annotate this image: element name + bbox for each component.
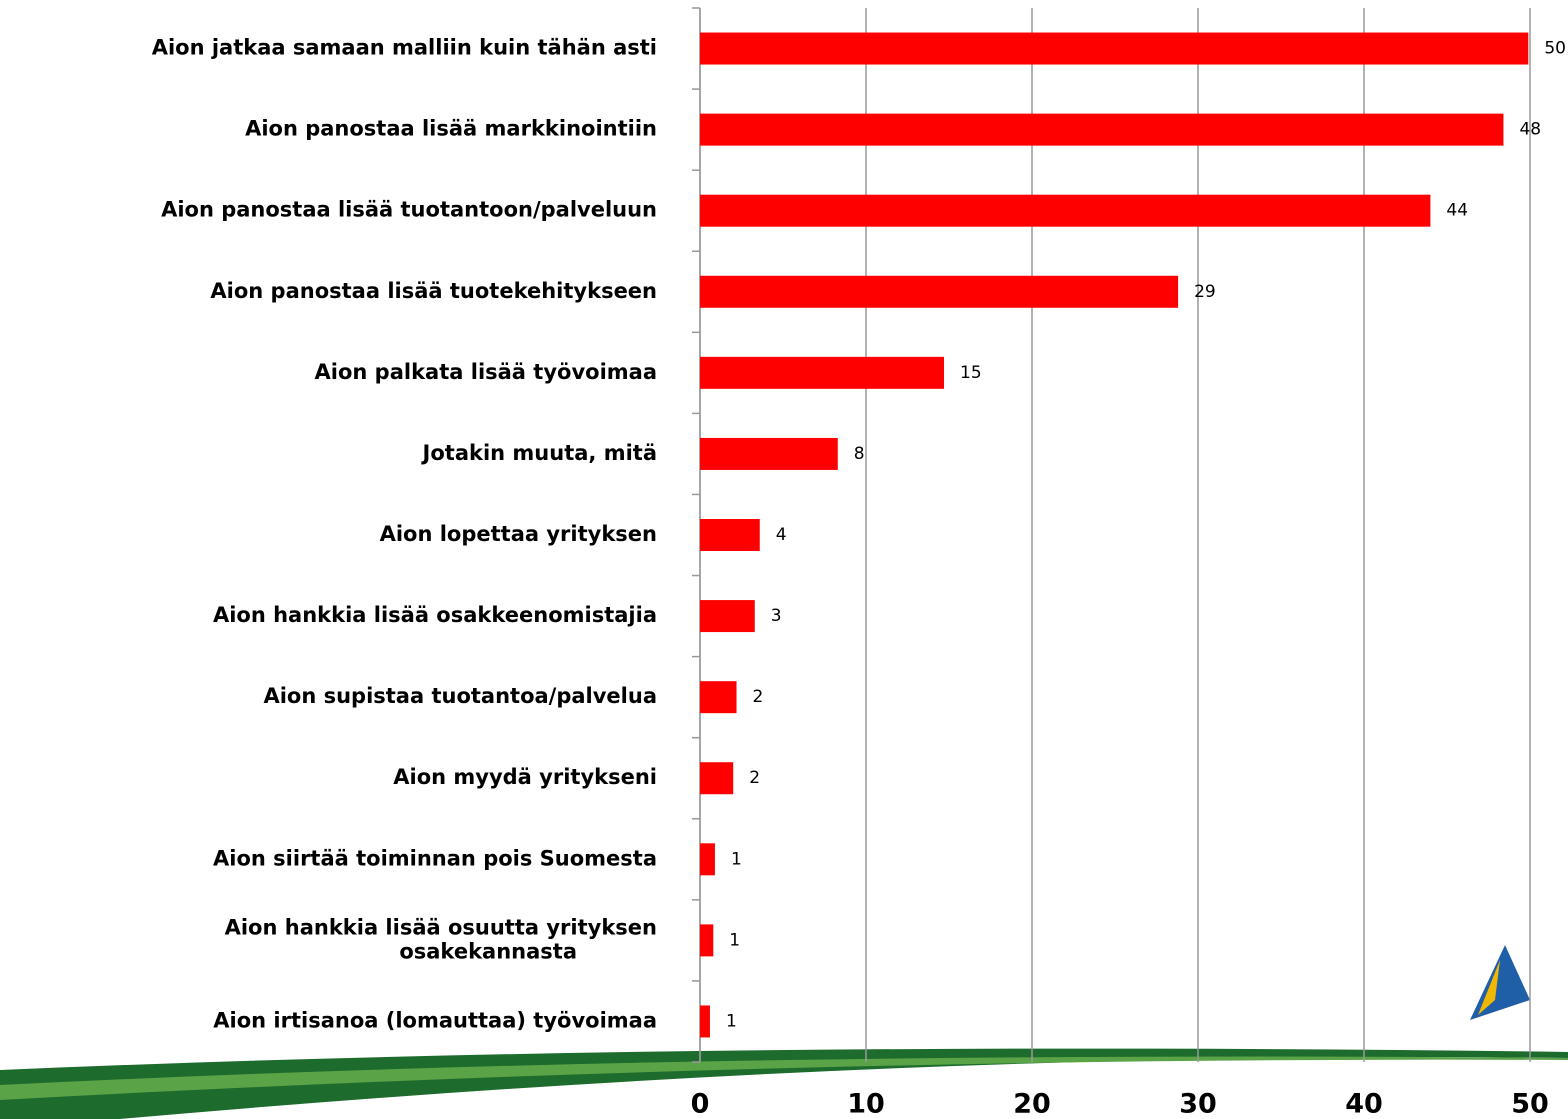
bar [700, 924, 714, 957]
data-label: 1 [729, 930, 740, 950]
category-label: Aion palkata lisää työvoimaa [315, 360, 657, 384]
category-label: Aion lopettaa yrityksen [380, 522, 657, 546]
x-tick-label: 0 [691, 1089, 710, 1119]
bar [700, 843, 715, 876]
x-tick-label: 30 [1179, 1089, 1217, 1119]
swoosh-light [0, 1056, 1568, 1100]
category-label: Aion siirtää toiminnan pois Suomesta [213, 846, 657, 870]
x-tick-label: 50 [1511, 1089, 1549, 1119]
category-label: Aion hankkia lisää osakkeenomistajia [213, 603, 657, 627]
logo [1470, 945, 1530, 1020]
data-label: 48 [1519, 120, 1541, 140]
data-label: 3 [771, 606, 782, 626]
data-label: 44 [1446, 201, 1468, 221]
bar [700, 519, 760, 551]
bar [700, 32, 1529, 65]
category-label: Jotakin muuta, mitä [421, 441, 657, 465]
bar [700, 762, 734, 795]
x-tick-label: 10 [847, 1089, 885, 1119]
bar [700, 681, 737, 714]
category-label: Aion panostaa lisää tuotantoon/palveluun [161, 198, 657, 222]
bar [700, 1005, 710, 1038]
category-label: Aion panostaa lisää tuotekehitykseen [210, 279, 657, 303]
bar [700, 275, 1179, 308]
bar [700, 113, 1504, 146]
category-label: Aion supistaa tuotantoa/palvelua [263, 684, 657, 708]
bar [700, 437, 838, 470]
data-label: 1 [726, 1011, 737, 1031]
x-tick-label: 20 [1013, 1089, 1051, 1119]
x-tick-label: 40 [1345, 1089, 1383, 1119]
swoosh [0, 1048, 1568, 1119]
data-label: 4 [776, 525, 787, 545]
bar [700, 356, 945, 389]
data-label: 1 [731, 849, 742, 869]
data-label: 2 [749, 768, 760, 788]
data-label: 29 [1194, 282, 1216, 302]
bar [700, 194, 1431, 227]
category-label: Aion irtisanoa (lomauttaa) työvoimaa [213, 1008, 657, 1032]
data-label: 15 [960, 363, 982, 383]
category-label: Aion panostaa lisää markkinointiin [245, 117, 657, 141]
category-label: Aion myydä yritykseni [393, 765, 657, 789]
bar [700, 600, 755, 633]
category-label: Aion jatkaa samaan malliin kuin tähän as… [152, 36, 657, 60]
data-label: 8 [854, 444, 865, 464]
category-label: Aion hankkia lisää osuutta yrityksen osak… [225, 915, 657, 963]
data-label: 2 [753, 687, 764, 707]
data-label: 50 [1544, 39, 1566, 59]
